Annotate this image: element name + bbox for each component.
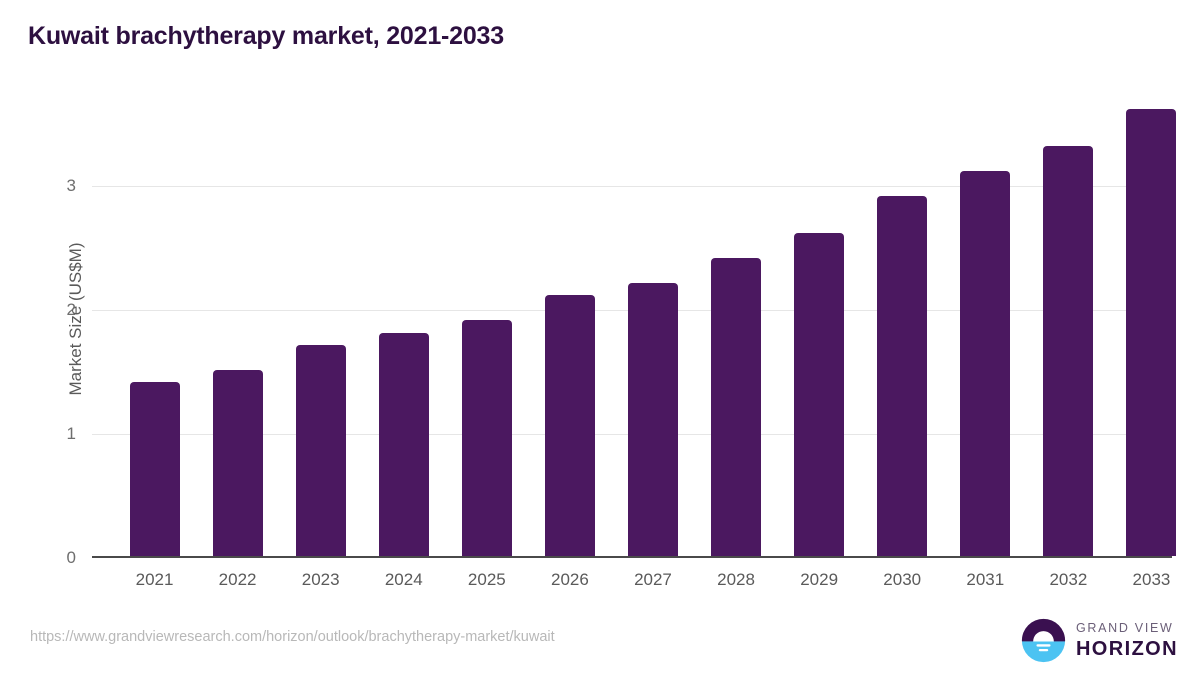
bar-group[interactable]: 2030 <box>861 80 944 589</box>
bar[interactable] <box>544 295 595 556</box>
bar[interactable] <box>378 332 429 556</box>
x-axis-tick-label: 2031 <box>966 570 1005 589</box>
bar[interactable] <box>711 258 762 556</box>
brand-top-text: GRAND VIEW <box>1075 621 1174 636</box>
bar-group[interactable]: 2027 <box>611 80 694 589</box>
x-axis-tick-label: 2025 <box>467 570 506 589</box>
bar-group[interactable]: 2032 <box>1027 80 1110 589</box>
bar-group[interactable]: 2033 <box>1110 80 1193 589</box>
y-axis-tick-label: 0 <box>66 548 76 567</box>
bar-group[interactable]: 2022 <box>196 80 279 589</box>
bar-group[interactable]: 2029 <box>778 80 861 589</box>
y-axis-tick-label: 1 <box>66 423 76 443</box>
x-axis-tick-label: 2022 <box>218 570 257 589</box>
brand-logo[interactable]: GRAND VIEW HORIZON <box>1020 617 1178 664</box>
bar-group[interactable]: 2023 <box>279 80 362 589</box>
x-axis-tick-label: 2028 <box>717 570 755 589</box>
bar[interactable] <box>129 382 180 556</box>
x-axis-tick-label: 2030 <box>883 570 922 589</box>
bar-series: 2021 2022 2023 2024 2025 2026 2027 2028 2029 2030… <box>92 80 1177 589</box>
bar-group[interactable]: 2024 <box>362 80 445 589</box>
y-axis-tick-label: 2 <box>66 299 76 319</box>
bar[interactable] <box>1126 109 1177 556</box>
page-title: Kuwait brachytherapy market, 2021-2033 <box>28 22 504 50</box>
x-axis-tick-label: 2033 <box>1132 570 1171 589</box>
y-axis-tick-label: 3 <box>66 175 76 195</box>
x-axis-tick-label: 2023 <box>301 570 340 589</box>
brand-bottom-text: HORIZON <box>1075 637 1178 660</box>
x-axis-tick-label: 2021 <box>135 570 174 589</box>
x-axis-tick-label: 2027 <box>634 570 672 589</box>
x-axis-tick-label: 2029 <box>800 570 839 589</box>
x-axis-tick-label: 2026 <box>550 570 589 589</box>
bar[interactable] <box>212 369 263 556</box>
bar-group[interactable]: 2031 <box>944 80 1027 589</box>
x-axis-tick-label: 2024 <box>384 570 423 589</box>
bar[interactable] <box>794 233 845 556</box>
bar-group[interactable]: 2026 <box>528 80 611 589</box>
gridline <box>92 185 1172 187</box>
bar-group[interactable]: 2021 <box>113 80 196 589</box>
bar[interactable] <box>461 320 512 556</box>
bar-group[interactable]: 2028 <box>695 80 778 589</box>
bar[interactable] <box>295 344 346 556</box>
x-axis-tick-label: 2032 <box>1049 570 1088 589</box>
bar-group[interactable]: 2025 <box>445 80 528 589</box>
horizon-sun-circle-icon <box>1021 618 1066 663</box>
source-url[interactable]: https://www.grandviewresearch.com/horizo… <box>30 629 555 645</box>
bar[interactable] <box>627 282 678 556</box>
brand-text: GRAND VIEW HORIZON <box>1076 622 1178 659</box>
x-axis-line <box>92 556 1172 558</box>
bar[interactable] <box>960 171 1011 556</box>
bar[interactable] <box>877 195 928 556</box>
bar[interactable] <box>1043 146 1094 556</box>
